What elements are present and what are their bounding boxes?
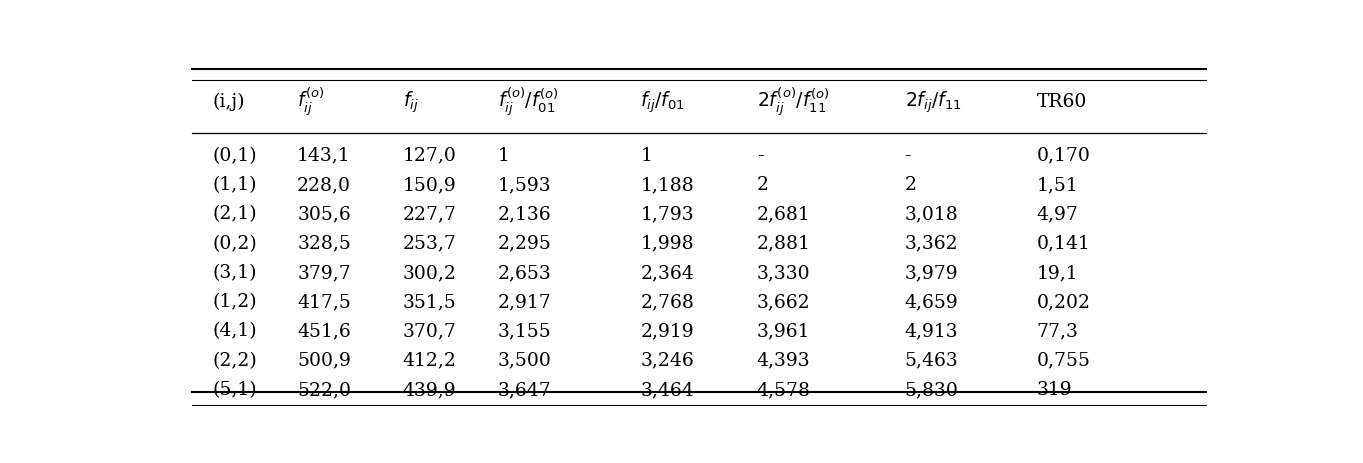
Text: 253,7: 253,7 [403, 234, 457, 252]
Text: (1,1): (1,1) [213, 175, 258, 194]
Text: (0,1): (0,1) [213, 146, 258, 164]
Text: 3,246: 3,246 [641, 351, 694, 369]
Text: 4,393: 4,393 [756, 351, 810, 369]
Text: 500,9: 500,9 [297, 351, 352, 369]
Text: 370,7: 370,7 [403, 322, 457, 340]
Text: 0,202: 0,202 [1037, 293, 1090, 311]
Text: 3,330: 3,330 [756, 263, 810, 282]
Text: 5,463: 5,463 [905, 351, 958, 369]
Text: 228,0: 228,0 [297, 175, 352, 194]
Text: 417,5: 417,5 [297, 293, 352, 311]
Text: 4,578: 4,578 [756, 380, 811, 398]
Text: 0,755: 0,755 [1037, 351, 1090, 369]
Text: 127,0: 127,0 [403, 146, 457, 164]
Text: (2,2): (2,2) [213, 351, 258, 369]
Text: 3,979: 3,979 [905, 263, 958, 282]
Text: 3,155: 3,155 [497, 322, 552, 340]
Text: 412,2: 412,2 [403, 351, 457, 369]
Text: $2f_{ij}^{(o)}/f_{11}^{(o)}$: $2f_{ij}^{(o)}/f_{11}^{(o)}$ [756, 86, 829, 118]
Text: 2,917: 2,917 [497, 293, 552, 311]
Text: (1,2): (1,2) [213, 293, 258, 311]
Text: 2,768: 2,768 [641, 293, 694, 311]
Text: 2,653: 2,653 [497, 263, 552, 282]
Text: 319: 319 [1037, 380, 1073, 398]
Text: 2,919: 2,919 [641, 322, 694, 340]
Text: 522,0: 522,0 [297, 380, 352, 398]
Text: $f_{ij}^{(o)}$: $f_{ij}^{(o)}$ [297, 86, 324, 118]
Text: 328,5: 328,5 [297, 234, 352, 252]
Text: 2: 2 [905, 175, 916, 194]
Text: TR60: TR60 [1037, 93, 1086, 111]
Text: -: - [756, 146, 763, 164]
Text: 77,3: 77,3 [1037, 322, 1078, 340]
Text: 3,018: 3,018 [905, 205, 958, 223]
Text: $f_{ij}$: $f_{ij}$ [403, 89, 418, 115]
Text: 1,998: 1,998 [641, 234, 694, 252]
Text: 1,51: 1,51 [1037, 175, 1078, 194]
Text: (0,2): (0,2) [213, 234, 258, 252]
Text: 143,1: 143,1 [297, 146, 350, 164]
Text: 0,170: 0,170 [1037, 146, 1090, 164]
Text: $f_{ij}^{(o)}/f_{01}^{(o)}$: $f_{ij}^{(o)}/f_{01}^{(o)}$ [497, 86, 559, 118]
Text: 3,362: 3,362 [905, 234, 958, 252]
Text: 351,5: 351,5 [403, 293, 457, 311]
Text: 2,364: 2,364 [641, 263, 694, 282]
Text: 451,6: 451,6 [297, 322, 350, 340]
Text: 379,7: 379,7 [297, 263, 350, 282]
Text: (2,1): (2,1) [213, 205, 258, 223]
Text: 3,500: 3,500 [497, 351, 552, 369]
Text: $f_{ij}/f_{01}$: $f_{ij}/f_{01}$ [641, 89, 686, 115]
Text: 19,1: 19,1 [1037, 263, 1078, 282]
Text: 150,9: 150,9 [403, 175, 457, 194]
Text: 300,2: 300,2 [403, 263, 457, 282]
Text: 1,793: 1,793 [641, 205, 694, 223]
Text: -: - [905, 146, 910, 164]
Text: 4,659: 4,659 [905, 293, 958, 311]
Text: 1,188: 1,188 [641, 175, 694, 194]
Text: 2: 2 [756, 175, 769, 194]
Text: 4,913: 4,913 [905, 322, 958, 340]
Text: 3,464: 3,464 [641, 380, 694, 398]
Text: 2,681: 2,681 [756, 205, 811, 223]
Text: 1: 1 [497, 146, 510, 164]
Text: 439,9: 439,9 [403, 380, 457, 398]
Text: 3,647: 3,647 [497, 380, 552, 398]
Text: 1,593: 1,593 [497, 175, 552, 194]
Text: 0,141: 0,141 [1037, 234, 1090, 252]
Text: 2,881: 2,881 [756, 234, 811, 252]
Text: (4,1): (4,1) [213, 322, 258, 340]
Text: (i,j): (i,j) [213, 93, 245, 111]
Text: 4,97: 4,97 [1037, 205, 1078, 223]
Text: $2f_{ij}/f_{11}$: $2f_{ij}/f_{11}$ [905, 89, 961, 115]
Text: 227,7: 227,7 [403, 205, 457, 223]
Text: 305,6: 305,6 [297, 205, 350, 223]
Text: (3,1): (3,1) [213, 263, 258, 282]
Text: 3,662: 3,662 [756, 293, 810, 311]
Text: 2,295: 2,295 [497, 234, 552, 252]
Text: 1: 1 [641, 146, 653, 164]
Text: 2,136: 2,136 [497, 205, 552, 223]
Text: (5,1): (5,1) [213, 380, 258, 398]
Text: 3,961: 3,961 [756, 322, 810, 340]
Text: 5,830: 5,830 [905, 380, 958, 398]
